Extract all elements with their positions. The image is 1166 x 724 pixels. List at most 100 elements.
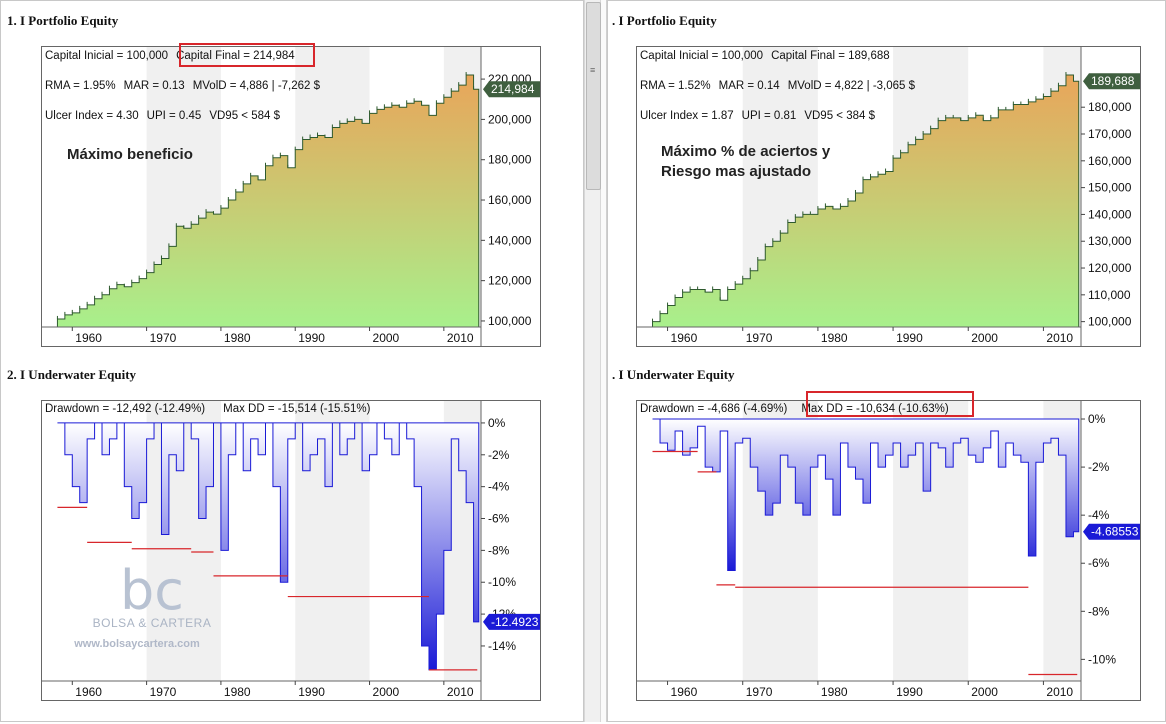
x-tick-label: 1960	[671, 331, 698, 345]
scroll-thumb[interactable]: ≡	[586, 2, 601, 190]
mar-value: MAR = 0.14	[718, 80, 780, 92]
underwater-info-row1-right: Drawdown = -4,686 (-4.69%) Max DD = -10,6…	[640, 403, 957, 415]
y-tick-label: -8%	[488, 543, 510, 557]
x-tick-label: 1980	[224, 331, 251, 345]
drawdown-value: Drawdown = -12,492 (-12.49%)	[45, 403, 206, 415]
equity-chart[interactable]: 100,000 120,000 140,000 160,000 180,000 200,0…	[41, 46, 541, 347]
equity-chart-svg-right: 100,000 110,000 120,000 130,000 140,000 150,0…	[637, 47, 1140, 346]
x-tick-label: 2000	[373, 331, 400, 345]
highlight-max-dd	[806, 391, 974, 417]
y-tick-label: -2%	[1088, 460, 1110, 474]
x-tick-label: 2010	[447, 685, 474, 699]
y-tick-label: 0%	[1088, 412, 1106, 426]
ulcer-index: Ulcer Index = 1.87	[640, 110, 734, 122]
underwater-chart-svg: 0%-2%-4%-6%-8%-10%-12%-14%19601970198019…	[42, 401, 540, 700]
vd95-value: VD95 < 384 $	[804, 110, 875, 122]
y-tick-label: -14%	[488, 639, 516, 653]
last-value-label: 189,688	[1091, 74, 1135, 88]
underwater-chart[interactable]: 0%-2%-4%-6%-8%-10%-12%-14%19601970198019…	[41, 400, 541, 701]
x-tick-label: 1980	[224, 685, 251, 699]
equity-info-row3: Ulcer Index = 4.30 UPI = 0.45 VD95 < 584 $	[45, 110, 288, 122]
x-tick-label: 1970	[150, 685, 177, 699]
upi-value: UPI = 0.81	[741, 110, 797, 122]
equity-chart-title: 1. I Portfolio Equity	[7, 13, 119, 28]
x-tick-label: 1960	[671, 685, 698, 699]
x-tick-label: 1990	[298, 331, 325, 345]
y-tick-label: 120,000	[1088, 261, 1132, 275]
last-value-tag	[483, 81, 540, 98]
last-value-label: 214,984	[491, 82, 535, 96]
x-tick-label: 1980	[821, 685, 848, 699]
x-tick-label: 1960	[75, 331, 102, 345]
y-tick-label: -8%	[1088, 604, 1110, 618]
underwater-info-row1: Drawdown = -12,492 (-12.49%) Max DD = -15…	[45, 403, 378, 415]
y-tick-label: -4%	[488, 480, 510, 494]
highlight-capital-final	[179, 43, 315, 67]
watermark-url: www.bolsaycartera.com	[74, 638, 200, 650]
underwater-chart-title-right: . I Underwater Equity	[612, 367, 735, 382]
series-area	[57, 422, 480, 671]
capital-final: Capital Final = 214,984	[176, 50, 295, 62]
ulcer-index: Ulcer Index = 4.30	[45, 110, 139, 122]
x-tick-label: 2010	[1046, 685, 1073, 699]
mvold-value: MVolD = 4,822 | -3,065 $	[787, 80, 916, 92]
rma-value: RMA = 1.52%	[640, 80, 711, 92]
y-tick-label: 100,000	[488, 314, 532, 328]
annotation-hit-rate: Máximo % de aciertos y Riesgo mas ajusta…	[661, 142, 830, 182]
annotation-line1: Máximo % de aciertos y	[661, 143, 831, 160]
y-tick-label: 200,000	[488, 112, 532, 126]
equity-info-row1: Capital Inicial = 100,000 Capital Final =…	[45, 50, 303, 62]
x-tick-label: 1990	[896, 331, 923, 345]
capital-final: Capital Final = 189,688	[771, 50, 890, 62]
last-value-tag	[1083, 523, 1140, 540]
equity-chart-title-right: . I Portfolio Equity	[612, 13, 717, 28]
vertical-scrollbar[interactable]: ≡	[584, 0, 601, 722]
max-dd-value: Max DD = -15,514 (-15.51%)	[223, 403, 371, 415]
y-tick-label: -6%	[1088, 556, 1110, 570]
y-tick-label: 160,000	[488, 193, 532, 207]
y-tick-label: 110,000	[1088, 288, 1131, 302]
x-tick-label: 2000	[971, 685, 998, 699]
bc-logo: bc	[120, 559, 184, 622]
x-tick-label: 2000	[373, 685, 400, 699]
max-dd-value: Max DD = -10,634 (-10.63%)	[801, 403, 949, 415]
series-area	[652, 418, 1080, 571]
underwater-chart-right[interactable]: 0% -2% -4% -6% -8% -10% 1960 1970 1980 1990 2000 20…	[636, 400, 1141, 701]
last-value-tag	[1083, 73, 1140, 90]
capital-inicial: Capital Inicial = 100,000	[640, 50, 764, 62]
pane-divider	[601, 0, 607, 722]
vd95-value: VD95 < 584 $	[209, 110, 280, 122]
y-tick-label: 140,000	[488, 233, 532, 247]
underwater-chart-svg-right: 0% -2% -4% -6% -8% -10% 1960 1970 1980 1990 2000 20…	[637, 401, 1140, 700]
x-tick-label: 2000	[971, 331, 998, 345]
y-tick-label: 0%	[488, 416, 506, 430]
y-tick-label: -4%	[1088, 508, 1110, 522]
x-tick-label: 2010	[447, 331, 474, 345]
y-tick-label: 130,000	[1088, 234, 1132, 248]
underwater-chart-title: 2. I Underwater Equity	[7, 367, 137, 382]
x-tick-label: 1970	[746, 331, 773, 345]
bolsa-cartera-watermark: bc BOLSA & CARTERA www.bolsaycartera.com	[74, 559, 212, 651]
series-area	[652, 74, 1080, 328]
rma-value: RMA = 1.95%	[45, 80, 116, 92]
mar-value: MAR = 0.13	[123, 80, 185, 92]
y-tick-label: 100,000	[1088, 315, 1132, 329]
equity-info-row2: RMA = 1.95% MAR = 0.13 MVolD = 4,886 | -7,…	[45, 80, 328, 92]
y-tick-label: 180,000	[488, 153, 532, 167]
y-tick-label: 150,000	[1088, 181, 1132, 195]
equity-info-row1-right: Capital Inicial = 100,000 Capital Final =…	[640, 50, 898, 62]
watermark-name: BOLSA & CARTERA	[92, 616, 212, 630]
y-tick-label: 120,000	[488, 274, 532, 288]
last-value-label: -4.68553	[1091, 525, 1139, 539]
upi-value: UPI = 0.45	[146, 110, 202, 122]
equity-chart-right[interactable]: 100,000 110,000 120,000 130,000 140,000 150,0…	[636, 46, 1141, 347]
x-tick-label: 2010	[1046, 331, 1073, 345]
left-chart-pane: 1. I Portfolio Equity 100,000 120,000 140,…	[0, 0, 584, 722]
y-tick-label: -10%	[488, 575, 516, 589]
x-tick-label: 1980	[821, 331, 848, 345]
equity-chart-svg: 100,000 120,000 140,000 160,000 180,000 200,0…	[42, 47, 540, 346]
last-value-tag	[483, 613, 540, 630]
y-tick-label: 170,000	[1088, 127, 1132, 141]
right-chart-pane: . I Portfolio Equity 100,000 110,000 120,0…	[607, 0, 1166, 722]
y-tick-label: -6%	[488, 512, 510, 526]
